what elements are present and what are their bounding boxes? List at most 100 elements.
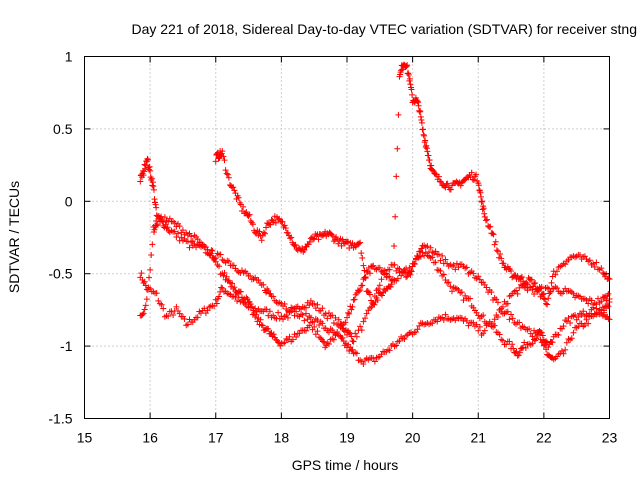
data-point — [457, 182, 464, 189]
data-point — [263, 224, 270, 231]
data-point — [293, 308, 300, 315]
data-point — [538, 283, 545, 290]
data-point — [568, 335, 575, 342]
y-tick-label: -0.5 — [48, 266, 72, 282]
data-point — [605, 290, 612, 297]
data-point — [158, 301, 165, 308]
data-point — [391, 261, 398, 268]
data-point — [476, 323, 483, 330]
data-point — [427, 244, 434, 251]
data-point — [360, 318, 367, 325]
data-point — [173, 303, 180, 310]
data-point — [366, 270, 373, 277]
data-point — [383, 270, 390, 277]
data-point — [435, 173, 442, 180]
data-point — [181, 316, 188, 323]
data-point — [515, 352, 522, 359]
data-point — [475, 273, 482, 280]
data-point — [146, 163, 153, 170]
data-point — [349, 338, 356, 345]
data-point — [570, 329, 577, 336]
data-point — [313, 232, 320, 239]
data-point — [420, 126, 427, 133]
y-tick-label: 0.5 — [53, 121, 73, 137]
data-point — [498, 255, 505, 262]
data-point — [423, 142, 430, 149]
data-point — [314, 301, 321, 308]
chart-title: Day 221 of 2018, Sidereal Day-to-day VTE… — [131, 21, 637, 37]
data-point — [585, 300, 592, 307]
data-point — [396, 337, 403, 344]
data-point — [335, 316, 342, 323]
data-point — [529, 340, 536, 347]
data-point — [482, 217, 489, 224]
data-point — [519, 274, 525, 281]
data-point — [225, 174, 232, 181]
data-point — [504, 300, 511, 307]
data-point — [346, 329, 353, 336]
data-point — [237, 288, 244, 295]
data-point — [144, 156, 151, 163]
data-point — [142, 165, 149, 172]
data-point — [269, 217, 276, 224]
data-point — [311, 323, 318, 330]
data-point — [424, 243, 431, 250]
data-point — [144, 155, 151, 162]
data-point — [399, 66, 406, 73]
data-point — [272, 219, 279, 226]
data-point — [470, 319, 477, 326]
data-point — [387, 283, 394, 290]
data-point — [489, 230, 496, 237]
data-point — [499, 303, 506, 310]
data-point — [270, 331, 277, 338]
data-point — [245, 213, 252, 220]
data-point — [450, 261, 457, 268]
data-point — [504, 308, 511, 315]
data-point — [289, 305, 296, 312]
data-point — [371, 301, 378, 308]
data-point — [490, 320, 497, 327]
data-point — [440, 271, 447, 278]
data-point — [603, 297, 610, 304]
data-point — [458, 289, 465, 296]
data-point — [310, 236, 317, 243]
data-point — [141, 306, 148, 313]
data-point — [416, 108, 423, 115]
data-point — [149, 182, 156, 189]
data-point — [325, 329, 332, 336]
data-point — [255, 277, 262, 284]
data-point — [496, 331, 503, 338]
data-point — [342, 319, 349, 326]
data-point — [418, 119, 425, 126]
data-point — [483, 284, 490, 291]
data-point — [540, 290, 547, 297]
data-point — [425, 152, 432, 159]
data-point — [581, 322, 588, 329]
data-point — [184, 321, 191, 328]
data-point — [223, 170, 230, 177]
data-point — [260, 229, 267, 236]
data-point — [409, 91, 416, 98]
data-point — [247, 272, 254, 279]
data-point — [171, 228, 178, 235]
data-point — [481, 210, 488, 217]
data-point — [265, 325, 272, 332]
data-point — [307, 319, 314, 326]
data-point — [143, 296, 150, 303]
data-point — [148, 251, 155, 258]
data-point — [591, 310, 598, 317]
data-point — [415, 254, 422, 261]
data-point — [414, 98, 421, 105]
data-point — [149, 241, 156, 248]
data-point — [175, 230, 182, 237]
data-point — [398, 272, 405, 279]
data-point — [605, 275, 612, 282]
data-point — [140, 310, 147, 317]
data-point — [554, 285, 560, 292]
data-point — [396, 265, 403, 272]
data-point — [381, 267, 388, 274]
data-point — [591, 263, 598, 270]
data-point — [153, 222, 160, 229]
data-point — [360, 262, 367, 269]
data-point — [344, 314, 350, 321]
